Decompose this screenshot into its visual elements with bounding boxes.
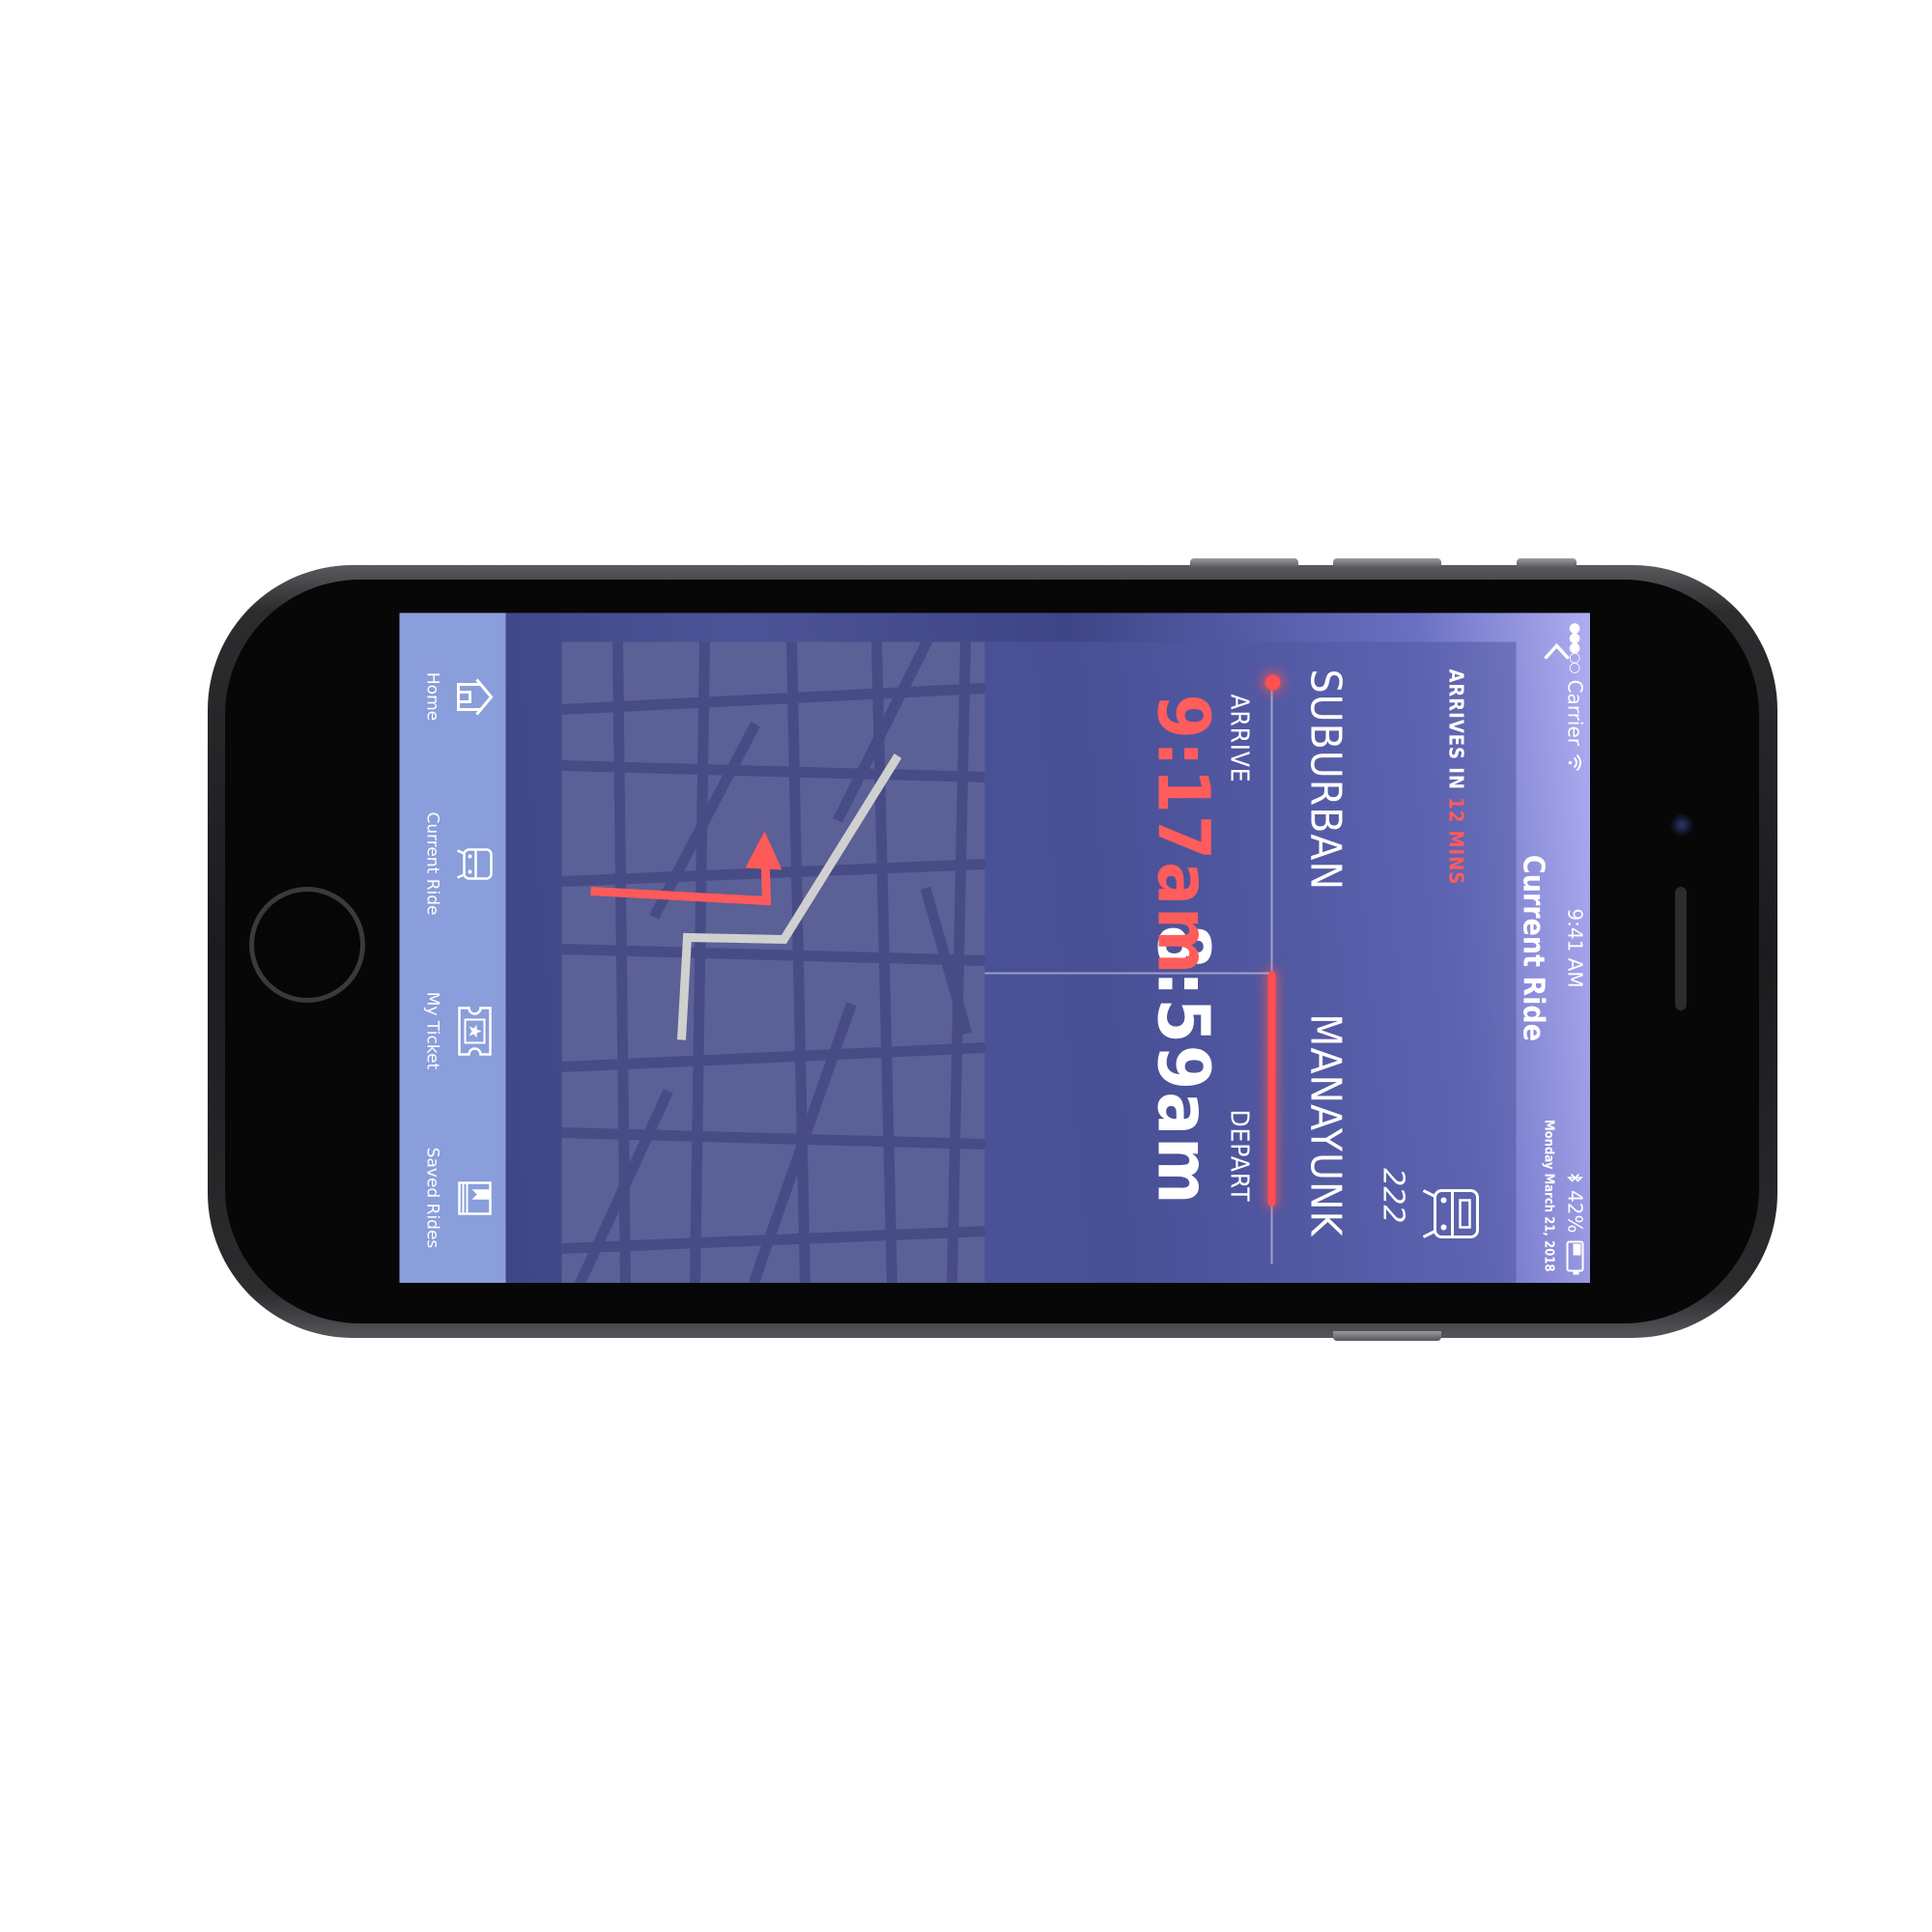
power-button (1333, 1331, 1441, 1341)
front-camera (1671, 814, 1692, 836)
tab-home[interactable]: Home (401, 612, 494, 780)
phone-screen: ●●●○○ Carrier 9:41 AM 42% Monday March 2… (399, 612, 1590, 1283)
card-divider (984, 972, 1268, 974)
silent-switch (1190, 558, 1298, 568)
tab-current-ride[interactable]: Current Ride (401, 780, 494, 947)
tab-my-ticket[interactable]: My Ticket (401, 947, 494, 1114)
arrive-label: ARRIVE (1224, 694, 1253, 783)
volume-down-button (1517, 558, 1577, 568)
tab-my-ticket-label: My Ticket (422, 991, 441, 1069)
bookmark-icon (457, 1180, 492, 1214)
wifi-icon (1568, 753, 1581, 771)
destination-stop: SUBURBAN (1300, 668, 1350, 891)
tab-saved-rides[interactable]: Saved Rides (401, 1114, 494, 1281)
back-chevron-icon[interactable] (1544, 639, 1569, 665)
home-button[interactable] (249, 887, 365, 1003)
arrival-countdown: ARRIVES IN 12 MINS (1444, 668, 1467, 885)
tab-current-ride-label: Current Ride (422, 810, 441, 916)
page-title: Current Ride (1516, 854, 1549, 1041)
origin-stop: MANAYUNK (1300, 1012, 1350, 1236)
route-number: 222 (1376, 1167, 1409, 1223)
home-icon (456, 677, 493, 715)
bus-icon (1422, 1188, 1479, 1238)
tab-home-label: Home (422, 671, 441, 721)
arrives-prefix: ARRIVES IN (1444, 668, 1467, 790)
ride-card: 222 ARRIVES IN 12 MINS MANAYUNK SUBURBAN… (984, 641, 1516, 1283)
bus-icon (456, 847, 493, 879)
arrive-time: 9:17am (1141, 694, 1224, 976)
ticket-icon (457, 1006, 492, 1055)
current-ride-screen: ●●●○○ Carrier 9:41 AM 42% Monday March 2… (399, 612, 1590, 1283)
map-streets (561, 641, 984, 1283)
bluetooth-icon (1567, 1172, 1582, 1181)
arrives-value: 12 MINS (1444, 796, 1467, 885)
battery-icon (1566, 1240, 1583, 1271)
status-bar: ●●●○○ Carrier 9:41 AM 42% (1561, 612, 1590, 1283)
route-progress-rail (1264, 674, 1280, 1264)
earpiece-speaker (1675, 887, 1687, 1010)
route-progress-segment (1267, 971, 1275, 1206)
volume-up-button (1333, 558, 1441, 568)
tab-saved-rides-label: Saved Rides (422, 1147, 441, 1248)
depart-label: DEPART (1224, 1109, 1253, 1202)
destination-marker (1264, 674, 1280, 690)
route-map[interactable] (561, 641, 984, 1283)
battery-percent: 42% (1563, 1189, 1586, 1233)
tab-bar: Home Current Ride My Ticket (399, 612, 505, 1283)
